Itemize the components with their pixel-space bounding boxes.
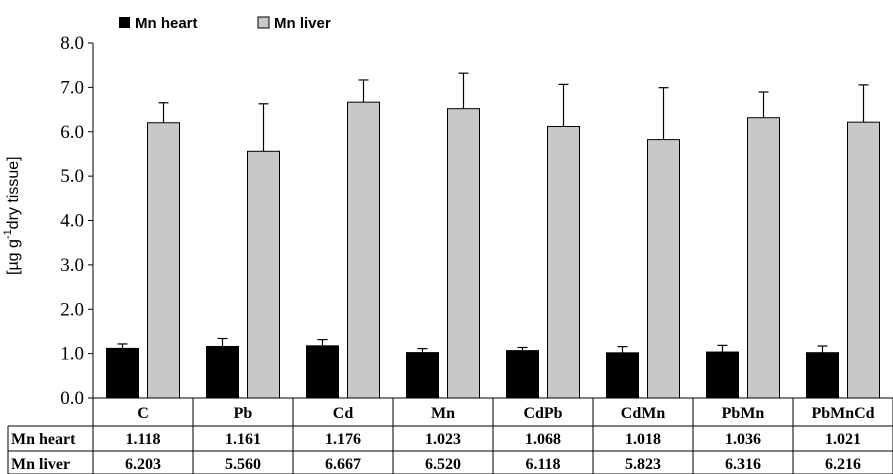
table-cell: 5.560: [225, 456, 261, 473]
y-axis-label: [µg g-1dry tissue]: [2, 156, 22, 275]
bar: [606, 352, 639, 399]
bar: [547, 126, 580, 399]
bar: [206, 345, 239, 399]
legend: Mn heart Mn liver: [119, 15, 331, 32]
bar: [306, 345, 339, 399]
y-axis-label-rest: dry tissue]: [5, 156, 22, 229]
bar: [706, 351, 739, 399]
table-cell: 1.118: [125, 431, 160, 448]
y-tick-label: 6.0: [60, 122, 84, 143]
bar: [847, 121, 880, 399]
table-cell: 6.203: [125, 456, 161, 473]
x-category-label: CdPb: [523, 405, 562, 422]
bar: [647, 139, 680, 399]
bar: [147, 122, 180, 399]
y-tick-label: 3.0: [60, 255, 84, 276]
table-cell: 5.823: [625, 456, 661, 473]
y-axis: 0.0 1.0 2.0 3.0 4.0 5.0 6.0 7.0 8.0: [60, 33, 94, 409]
table-cell: 6.667: [325, 456, 361, 473]
x-category-label: Pb: [234, 405, 253, 422]
x-category-label: C: [137, 405, 149, 422]
table-cell: 1.068: [525, 431, 561, 448]
table-cell: 1.036: [725, 431, 761, 448]
table-row-label: Mn liver: [11, 456, 70, 473]
y-tick-label: 7.0: [60, 77, 84, 98]
table-cell: 6.118: [525, 456, 560, 473]
y-axis-label-superscript: -1: [2, 229, 14, 239]
bar: [247, 150, 280, 399]
table-row-label: Mn heart: [11, 431, 76, 448]
table-cell: 1.176: [325, 431, 361, 448]
bar: [806, 352, 839, 399]
x-category-label: PbMnCd: [811, 405, 874, 422]
legend-label-mn-heart: Mn heart: [135, 15, 198, 32]
table-cell: 1.021: [825, 431, 861, 448]
x-category-label: Mn: [431, 405, 455, 422]
table-cell: 6.520: [425, 456, 461, 473]
x-category-label: CdMn: [621, 405, 666, 422]
table-cell: 1.161: [225, 431, 261, 448]
y-tick-label: 1.0: [60, 344, 84, 365]
table-cell: 1.018: [625, 431, 661, 448]
y-tick-label: 8.0: [60, 33, 84, 54]
table-cell: 1.023: [425, 431, 461, 448]
y-axis-label-main: [µg g: [5, 239, 22, 275]
table-cell: 6.316: [725, 456, 761, 473]
legend-swatch-mn-heart: [119, 17, 130, 28]
bar: [106, 347, 139, 399]
y-tick-label: 0.0: [60, 388, 84, 409]
x-category-label: PbMn: [722, 405, 765, 422]
bars: [106, 72, 880, 399]
bar: [506, 350, 539, 399]
y-tick-label: 5.0: [60, 166, 84, 187]
legend-swatch-mn-liver: [257, 16, 270, 29]
y-tick-label: 2.0: [60, 299, 84, 320]
bar: [406, 352, 439, 399]
table-cell: 6.216: [825, 456, 861, 473]
y-tick-label: 4.0: [60, 211, 84, 232]
legend-label-mn-liver: Mn liver: [274, 15, 331, 32]
bar: [447, 108, 480, 399]
bar: [347, 101, 380, 399]
x-category-label: Cd: [333, 405, 354, 422]
bar: [747, 117, 780, 399]
